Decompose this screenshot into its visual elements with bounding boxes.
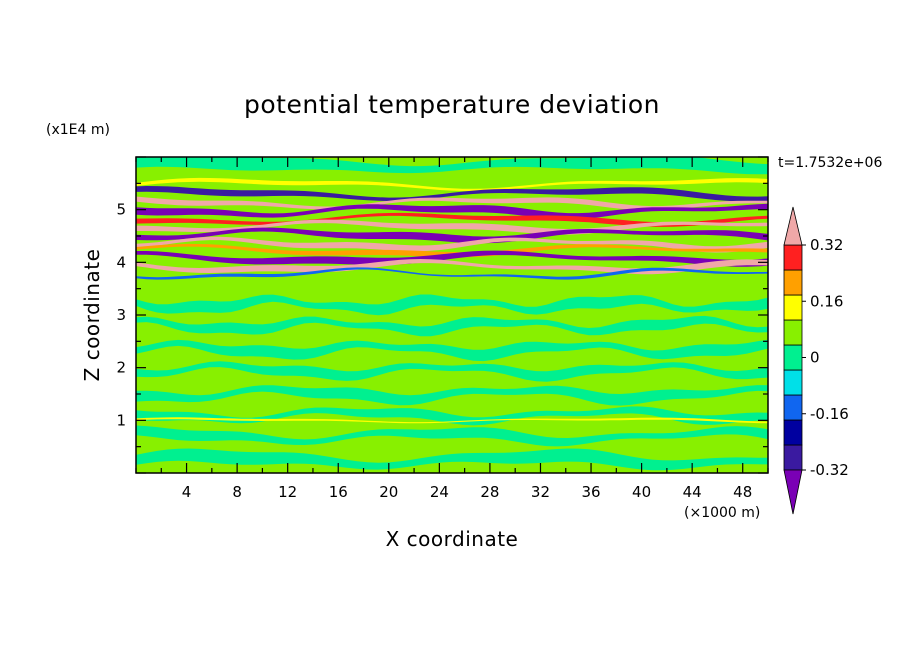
upper-layer <box>136 236 768 253</box>
lower-layer <box>136 315 768 337</box>
x-axis-title: X coordinate <box>386 527 519 551</box>
colorbar-label: -0.32 <box>810 461 849 479</box>
lower-layer <box>136 157 768 175</box>
x-tick-label: 40 <box>632 483 651 501</box>
y-tick-label: 5 <box>116 201 126 219</box>
x-tick-label: 36 <box>581 483 600 501</box>
colorbar-label: 0 <box>810 349 820 367</box>
colorbar-bottom-arrow <box>783 469 803 515</box>
x-axis: 4 8 12 16 20 24 28 32 36 40 44 48 <box>135 157 769 501</box>
upper-layer <box>136 196 768 211</box>
y-tick-label: 1 <box>116 411 126 429</box>
colorbar-label: 0.16 <box>810 292 843 310</box>
upper-layer <box>136 203 768 220</box>
lower-layer <box>136 425 768 447</box>
upper-layer <box>136 250 768 267</box>
x-tick-label: 28 <box>480 483 499 501</box>
y-axis: 1 2 3 4 5 <box>116 156 768 474</box>
colorbar-segment <box>783 319 803 346</box>
colorbar-segment <box>783 244 803 271</box>
y-axis-title: Z coordinate <box>80 249 104 382</box>
colorbar-label: 0.32 <box>810 236 843 254</box>
x-tick-label: 20 <box>379 483 398 501</box>
lower-layer <box>136 361 768 382</box>
x-tick-label: 16 <box>329 483 348 501</box>
colorbar-segment <box>783 419 803 446</box>
upper-layer <box>136 177 768 191</box>
x-tick-label: 8 <box>232 483 242 501</box>
colorbar-segment <box>783 344 803 371</box>
colorbar-segment <box>783 369 803 396</box>
x-unit-label: (×1000 m) <box>684 505 760 521</box>
contour-field <box>136 157 768 473</box>
colorbar: 0.32 0.16 0 -0.16 -0.32 <box>783 206 849 515</box>
lower-layer <box>136 339 768 362</box>
lower-layer <box>136 448 768 471</box>
x-tick-label: 44 <box>683 483 702 501</box>
y-unit-label: (x1E4 m) <box>46 122 110 138</box>
y-tick-label: 4 <box>116 253 126 271</box>
lower-layer <box>136 385 768 406</box>
colorbar-segment <box>783 394 803 421</box>
colorbar-segment <box>783 269 803 296</box>
x-tick-label: 4 <box>182 483 192 501</box>
x-tick-label: 24 <box>430 483 449 501</box>
colorbar-segment <box>783 444 803 471</box>
lower-layer <box>136 294 768 316</box>
colorbar-label: -0.16 <box>810 405 849 423</box>
lower-layer <box>136 417 768 424</box>
x-tick-label: 48 <box>733 483 752 501</box>
x-tick-label: 12 <box>278 483 297 501</box>
upper-layer <box>136 259 768 275</box>
chart-title: potential temperature deviation <box>244 90 660 119</box>
lower-layer <box>136 406 768 426</box>
time-label: t=1.7532e+06 <box>778 155 882 171</box>
colorbar-top-arrow <box>783 206 803 246</box>
y-tick-label: 2 <box>116 359 126 377</box>
upper-layer <box>136 243 768 258</box>
upper-layer <box>136 227 768 244</box>
y-tick-label: 3 <box>116 306 126 324</box>
colorbar-segment <box>783 294 803 321</box>
upper-layer <box>136 186 768 202</box>
x-tick-label: 32 <box>531 483 550 501</box>
